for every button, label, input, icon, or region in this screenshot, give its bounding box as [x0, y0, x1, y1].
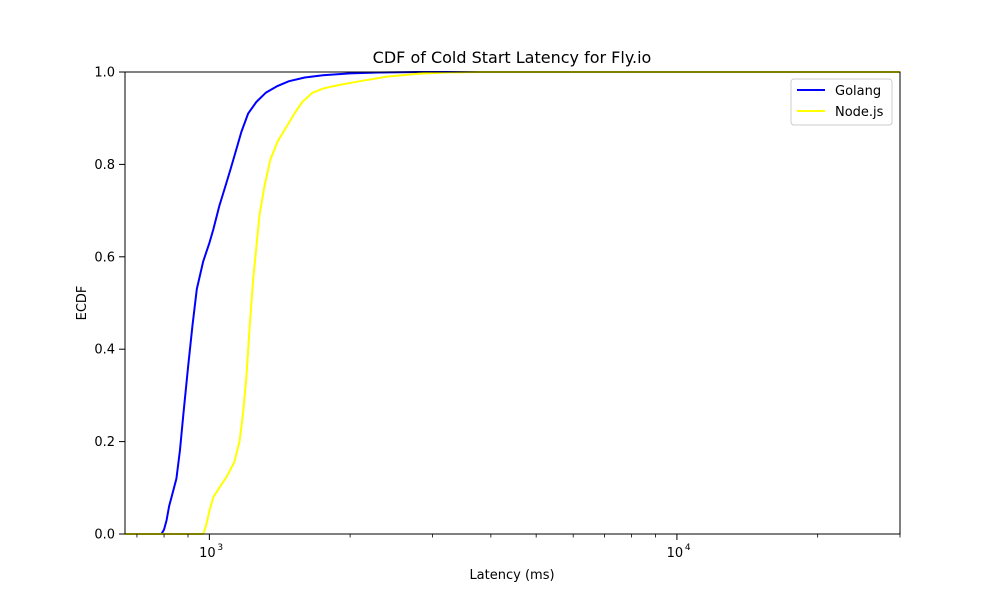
series-layer [125, 71, 900, 535]
y-tick-label: 0.2 [94, 435, 115, 450]
plot-frame [124, 71, 901, 535]
legend-label-golang: Golang [835, 84, 881, 99]
y-tick-label: 0.8 [94, 158, 115, 173]
y-axis: 0.0 0.2 0.4 0.6 0.8 1.0 [94, 66, 125, 543]
y-axis-label: ECDF [75, 286, 90, 321]
x-axis-label: Latency (ms) [469, 568, 554, 583]
x-tick-label: 10 [667, 546, 684, 561]
chart-title: CDF of Cold Start Latency for Fly.io [373, 48, 652, 67]
y-tick-label: 1.0 [94, 66, 115, 81]
y-tick-label: 0.6 [94, 250, 115, 265]
series-line-node-js [125, 71, 900, 535]
x-axis: 10 3 10 4 [136, 534, 901, 561]
y-tick-label: 0.0 [94, 528, 115, 543]
legend: Golang Node.js [790, 78, 893, 126]
x-tick-label: 10 [199, 546, 216, 561]
x-tick-label-exponent: 3 [217, 543, 223, 553]
y-tick-label: 0.4 [94, 343, 115, 358]
x-tick-label-exponent: 4 [685, 543, 691, 553]
legend-label-nodejs: Node.js [835, 105, 884, 120]
series-line-golang [125, 71, 900, 535]
